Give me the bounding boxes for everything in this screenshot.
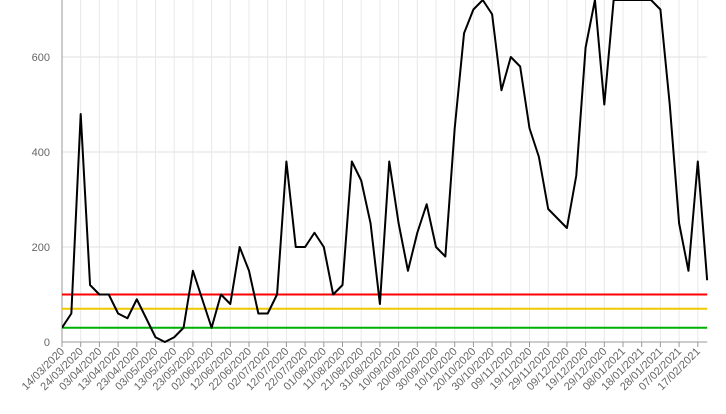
- y-tick-label: 400: [32, 147, 50, 159]
- data-line: [62, 0, 709, 343]
- y-tick-label: 600: [32, 52, 50, 64]
- y-tick-label: 200: [32, 242, 50, 254]
- y-tick-label: 0: [44, 337, 50, 349]
